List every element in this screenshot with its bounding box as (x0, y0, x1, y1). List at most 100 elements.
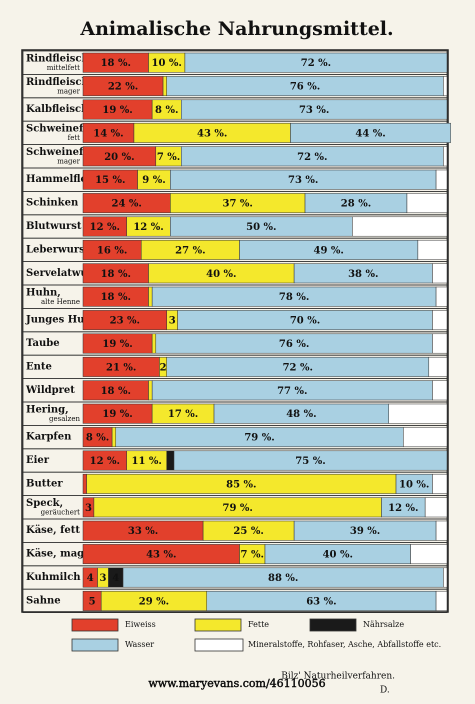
category-label: Kuhmilch (26, 572, 81, 583)
legend-label: Eiweiss (125, 620, 156, 629)
legend-label: Wasser (125, 640, 154, 649)
value-label: 72 %. (283, 362, 313, 373)
value-label: 43 %. (146, 550, 176, 561)
category-label: Wildpret (25, 385, 75, 396)
category-label: Butter (26, 478, 63, 489)
category-label: Karpfen (26, 432, 72, 443)
bar-segment (162, 76, 167, 97)
bar-segment (432, 263, 448, 284)
frame (21, 49, 449, 613)
value-label: 79 %. (223, 503, 253, 514)
value-label: 76 %. (279, 339, 309, 350)
value-label: 3 (100, 573, 107, 584)
bar-segment (82, 473, 87, 494)
value-label: 63 %. (306, 596, 336, 607)
value-label: 79 %. (244, 433, 274, 444)
value-label: 7 %. (157, 152, 180, 163)
value-label: 70 %. (290, 316, 320, 327)
category-label: Ente (26, 361, 52, 372)
value-label: 22 %. (108, 82, 138, 93)
legend-label: Fette (248, 620, 269, 629)
bar-segment (290, 122, 451, 143)
bar-segment (181, 99, 448, 120)
value-label: 18 %. (101, 292, 131, 303)
value-label: 25 %. (233, 526, 263, 537)
watermark: www.maryevans.com/46110056 (148, 677, 325, 690)
bar-segment (432, 333, 448, 354)
bar-segment (406, 193, 448, 214)
bar-segment (443, 146, 448, 167)
bar-segment (435, 169, 448, 190)
value-label: 39 %. (350, 526, 380, 537)
value-label: 72 %. (301, 58, 331, 69)
category-label: Käse, fett (26, 525, 80, 536)
bar-segment (443, 76, 448, 97)
value-label: 33 %. (128, 526, 158, 537)
category-label: Hering, (26, 405, 69, 416)
bar-segment (403, 427, 448, 448)
value-label: 11 %. (132, 456, 162, 467)
value-label: 85 %. (226, 479, 256, 490)
category-label: Huhn, (26, 288, 61, 299)
value-label: 21 %. (106, 362, 136, 373)
value-label: 12 %. (388, 503, 418, 514)
value-label: 29 %. (139, 596, 169, 607)
value-label: 12 %. (90, 222, 120, 233)
value-label: 20 %. (104, 152, 134, 163)
value-label: 12 %. (133, 222, 163, 233)
category-label: Schweinefl., (26, 124, 93, 135)
legend-label: Mineralstoffe, Rohfaser, Asche, Abfallst… (248, 640, 441, 649)
value-label: 5 (89, 596, 96, 607)
plate: D. (380, 686, 390, 696)
source: Bilz' Naturheilverfahren. (281, 672, 395, 682)
bar-segment (428, 356, 448, 377)
value-label: 72 %. (297, 152, 327, 163)
value-label: 73 %. (299, 105, 329, 116)
value-label: 78 %. (279, 292, 309, 303)
value-label: 18 %. (101, 58, 131, 69)
value-label: 16 %. (97, 245, 127, 256)
value-label: 76 %. (290, 82, 320, 93)
value-label: 27 %. (175, 245, 205, 256)
bar-segment (424, 497, 448, 518)
legend-swatch (194, 638, 244, 652)
category-note: fett (68, 134, 81, 142)
value-label: 2 (160, 362, 167, 373)
category-label: Rindfleisch, (26, 77, 92, 88)
value-label: 10 %. (152, 58, 182, 69)
bar-segment (148, 286, 153, 307)
value-label: 3 (85, 503, 92, 514)
value-label: 15 %. (95, 175, 125, 186)
category-label: Blutwurst (26, 221, 82, 232)
value-label: 48 %. (286, 409, 316, 420)
value-label: 23 %. (110, 316, 140, 327)
legend-swatch (71, 638, 119, 652)
bar-segment (432, 310, 448, 331)
value-label: 43 %. (197, 128, 227, 139)
legend-swatch (194, 618, 242, 632)
value-label: 44 %. (355, 128, 385, 139)
value-label: 28 %. (341, 199, 371, 210)
value-label: 12 %. (90, 456, 120, 467)
bar-segment (148, 380, 153, 401)
category-label: Speck, (26, 498, 63, 509)
value-label: 49 %. (314, 245, 344, 256)
bar-segment (151, 333, 157, 354)
bar-segment (432, 380, 448, 401)
bar-segment (435, 590, 448, 611)
value-label: 77 %. (277, 386, 307, 397)
category-label: Rindfleisch, (26, 54, 92, 65)
value-label: 7 %. (241, 550, 264, 561)
value-label: 8 %. (86, 433, 109, 444)
value-label: 4 (87, 573, 94, 584)
value-label: 4 (112, 573, 119, 584)
bar-segment (111, 427, 117, 448)
bar-segment (417, 239, 448, 260)
value-label: 73 %. (288, 175, 318, 186)
value-label: 19 %. (102, 339, 132, 350)
bar-segment (435, 520, 448, 541)
category-note: mittelfett (47, 64, 80, 72)
value-label: 18 %. (101, 386, 131, 397)
value-label: 19 %. (102, 409, 132, 420)
